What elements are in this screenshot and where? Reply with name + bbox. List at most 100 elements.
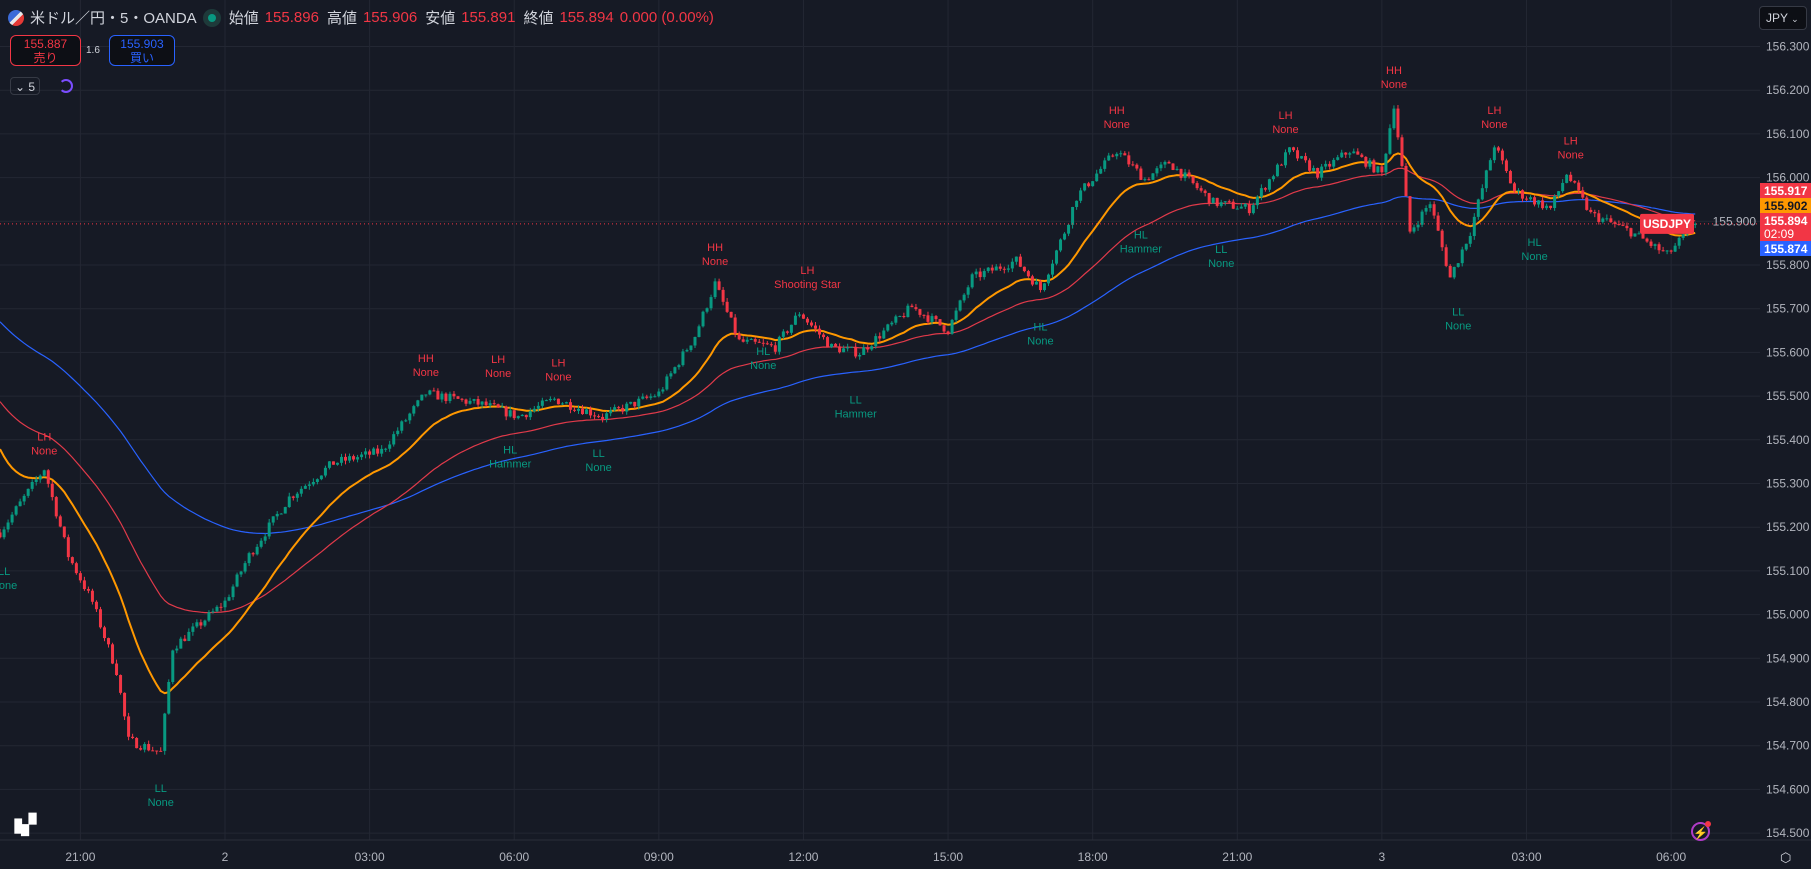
last-price-label-bg (1760, 213, 1811, 241)
candle-body (601, 416, 605, 420)
candle-body (227, 597, 231, 601)
candle-body (1533, 197, 1537, 205)
swing-label-pattern: None (1558, 149, 1584, 161)
y-tick-label: 155.400 (1766, 433, 1810, 447)
candle-body (938, 319, 942, 326)
candle-body (34, 479, 38, 482)
candle-body (476, 399, 480, 405)
candle-body (1308, 160, 1312, 171)
candle-body (540, 400, 544, 406)
candle-body (1026, 271, 1030, 277)
candle-body (1641, 233, 1645, 239)
close-label: 終値 (523, 10, 554, 27)
swing-label-type: LL (0, 566, 10, 578)
candle-body (1637, 233, 1641, 235)
swing-label-pattern: None (31, 446, 57, 458)
chevron-down-icon: ⌄ (1791, 14, 1799, 24)
candle-body (998, 266, 1002, 269)
candle-body (1396, 108, 1400, 138)
candle-body (653, 396, 657, 398)
candle-body (1179, 168, 1183, 179)
candle-body (1617, 223, 1621, 225)
candle-body (404, 420, 408, 422)
candle-body (1227, 201, 1231, 203)
candle-body (420, 394, 424, 401)
candle-body (669, 373, 673, 377)
sell-button[interactable]: 155.887 売り (10, 35, 81, 66)
candle-body (1071, 206, 1075, 225)
tradingview-logo[interactable]: ▮▞ (13, 815, 36, 836)
y-tick-label: 154.600 (1766, 782, 1810, 796)
candle-body (364, 451, 368, 455)
candle-body (1352, 151, 1356, 154)
candle-body (1372, 160, 1376, 173)
candle-body (1006, 268, 1010, 270)
candle-body (862, 347, 866, 355)
swing-label-pattern: Hammer (1120, 243, 1163, 255)
candle-body (1147, 179, 1151, 181)
sync-icon[interactable] (59, 79, 73, 93)
timeframe-dropdown[interactable]: ⌄ 5 (10, 77, 40, 95)
high-value: 155.906 (362, 9, 418, 26)
candle-body (1597, 213, 1601, 222)
candle-body (396, 430, 400, 435)
candle-body (1199, 188, 1203, 191)
symbol-title[interactable]: 米ドル／円・5・OANDA (30, 10, 197, 27)
candle-body (1452, 266, 1456, 278)
buy-button[interactable]: 155.903 買い (109, 35, 175, 66)
candle-body (380, 448, 384, 454)
currency-value: JPY (1766, 11, 1788, 25)
currency-dropdown[interactable]: JPY ⌄ (1759, 6, 1807, 30)
candle-body (1063, 233, 1067, 240)
swing-label-type: LH (1278, 110, 1292, 122)
candle-body (649, 396, 653, 398)
candle-body (195, 622, 199, 627)
lightning-alert-icon[interactable]: ⚡ (1691, 821, 1711, 841)
swing-label-pattern: None (585, 462, 611, 474)
swing-label-pattern: None (1208, 258, 1234, 270)
candle-body (633, 401, 637, 407)
candle-body (1553, 195, 1557, 209)
candle-body (1581, 190, 1585, 198)
candle-body (1380, 166, 1384, 173)
candle-body (436, 390, 440, 400)
candle-body (496, 404, 500, 408)
candle-body (581, 408, 585, 415)
candle-body (946, 331, 950, 334)
settings-icon[interactable]: ⬡ (1780, 850, 1792, 865)
candle-body (745, 339, 749, 342)
candle-body (789, 324, 793, 333)
ema-fast-price-label: 155.902 (1764, 199, 1808, 213)
candle-body (468, 400, 472, 404)
candle-body (291, 496, 295, 498)
candle-body (352, 456, 356, 460)
swing-label-pattern: None (1104, 119, 1130, 131)
candle-body (119, 675, 123, 693)
candle-body (813, 325, 817, 329)
candle-body (335, 462, 339, 465)
candle-body (327, 461, 331, 468)
candle-body (1087, 183, 1091, 187)
candle-body (1456, 263, 1460, 267)
swing-label-type: HH (418, 353, 434, 365)
swing-label-pattern: None (1381, 79, 1407, 91)
candle-body (761, 342, 765, 344)
candle-body (311, 481, 315, 485)
candle-body (1316, 168, 1320, 178)
candle-body (1079, 190, 1083, 201)
candle-body (1649, 241, 1653, 246)
candle-body (167, 681, 171, 714)
candle-body (299, 488, 303, 494)
candle-body (151, 750, 155, 752)
candle-body (275, 513, 279, 517)
candle-body (1312, 168, 1316, 171)
candle-body (560, 403, 564, 405)
candle-body (657, 391, 661, 397)
candle-body (1504, 160, 1508, 172)
candle-body (1203, 190, 1207, 194)
y-tick-label: 154.700 (1766, 739, 1810, 753)
candle-body (1002, 268, 1006, 270)
candle-body (902, 315, 906, 318)
candle-body (858, 354, 862, 357)
